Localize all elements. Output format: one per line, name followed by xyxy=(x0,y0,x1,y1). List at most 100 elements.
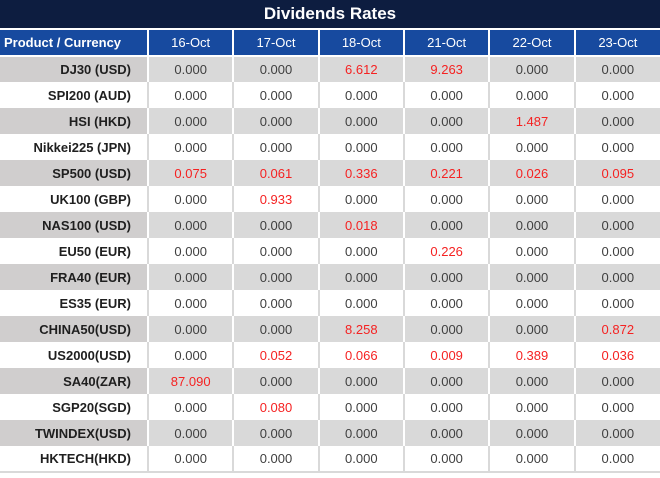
product-cell: EU50 (EUR) xyxy=(0,238,149,264)
page-title: Dividends Rates xyxy=(263,4,397,23)
value-cell: 0.000 xyxy=(489,420,576,446)
value-cell: 8.258 xyxy=(318,316,405,342)
value-cell: 0.026 xyxy=(489,160,576,186)
value-cell: 0.000 xyxy=(403,108,491,134)
table-row: NAS100 (USD) 0.000 0.000 0.018 0.000 0.000 0.0… xyxy=(0,212,660,238)
value-cell: 1.487 xyxy=(489,108,576,134)
value-cell: 0.000 xyxy=(403,368,491,394)
product-cell: SP500 (USD) xyxy=(0,160,149,186)
value-cell: 0.000 xyxy=(233,420,320,446)
product-cell: SGP20(SGD) xyxy=(0,394,149,420)
product-cell: FRA40 (EUR) xyxy=(0,264,149,290)
value-cell: 0.000 xyxy=(318,108,405,134)
value-cell: 0.000 xyxy=(318,446,405,473)
value-cell: 0.036 xyxy=(574,342,660,368)
value-cell: 0.000 xyxy=(148,82,235,108)
value-cell: 0.000 xyxy=(574,290,660,316)
value-cell: 0.000 xyxy=(574,56,660,82)
table-row: ES35 (EUR) 0.000 0.000 0.000 0.000 0.000 0.000 xyxy=(0,290,660,316)
value-cell: 0.000 xyxy=(489,186,576,212)
value-cell: 0.000 xyxy=(148,186,235,212)
date-column-header: 21-Oct xyxy=(403,30,491,57)
value-cell: 0.000 xyxy=(148,108,235,134)
value-cell: 0.061 xyxy=(233,160,320,186)
product-cell: HKTECH(HKD) xyxy=(0,446,149,473)
value-cell: 9.263 xyxy=(403,56,491,82)
value-cell: 0.000 xyxy=(489,56,576,82)
table-row: FRA40 (EUR) 0.000 0.000 0.000 0.000 0.000 0.00… xyxy=(0,264,660,290)
table-row: US2000(USD) 0.000 0.052 0.066 0.009 0.389 0.03… xyxy=(0,342,660,368)
value-cell: 0.000 xyxy=(574,82,660,108)
table-row: DJ30 (USD) 0.000 0.000 6.612 9.263 0.000 0.000 xyxy=(0,56,660,82)
product-cell: Nikkei225 (JPN) xyxy=(0,134,149,160)
product-currency-header: Product / Currency xyxy=(0,30,149,57)
value-cell: 0.226 xyxy=(403,238,491,264)
value-cell: 0.000 xyxy=(318,290,405,316)
product-cell: CHINA50(USD) xyxy=(0,316,149,342)
value-cell: 0.000 xyxy=(574,420,660,446)
value-cell: 0.000 xyxy=(489,134,576,160)
value-cell: 87.090 xyxy=(148,368,235,394)
value-cell: 0.000 xyxy=(403,264,491,290)
value-cell: 0.000 xyxy=(489,212,576,238)
value-cell: 0.000 xyxy=(403,394,491,420)
table-body: DJ30 (USD) 0.000 0.000 6.612 9.263 0.000 0.000… xyxy=(0,56,660,473)
product-cell: DJ30 (USD) xyxy=(0,56,149,82)
value-cell: 0.009 xyxy=(403,342,491,368)
date-column-header: 17-Oct xyxy=(233,30,320,57)
table-row: CHINA50(USD) 0.000 0.000 8.258 0.000 0.000 0.8… xyxy=(0,316,660,342)
product-cell: ES35 (EUR) xyxy=(0,290,149,316)
value-cell: 0.000 xyxy=(318,394,405,420)
value-cell: 0.000 xyxy=(489,316,576,342)
product-cell: UK100 (GBP) xyxy=(0,186,149,212)
value-cell: 0.000 xyxy=(574,238,660,264)
date-column-header: 22-Oct xyxy=(489,30,576,57)
table-row: EU50 (EUR) 0.000 0.000 0.000 0.226 0.000 0.000 xyxy=(0,238,660,264)
product-cell: NAS100 (USD) xyxy=(0,212,149,238)
table-row: UK100 (GBP) 0.000 0.933 0.000 0.000 0.000 0.00… xyxy=(0,186,660,212)
value-cell: 0.000 xyxy=(318,264,405,290)
table-row: SPI200 (AUD) 0.000 0.000 0.000 0.000 0.000 0.0… xyxy=(0,82,660,108)
table-row: HSI (HKD) 0.000 0.000 0.000 0.000 1.487 0.000 xyxy=(0,108,660,134)
value-cell: 0.336 xyxy=(318,160,405,186)
value-cell: 0.000 xyxy=(148,446,235,473)
value-cell: 0.000 xyxy=(233,212,320,238)
table-row: SP500 (USD) 0.075 0.061 0.336 0.221 0.026 0.09… xyxy=(0,160,660,186)
value-cell: 0.000 xyxy=(574,108,660,134)
value-cell: 0.066 xyxy=(318,342,405,368)
value-cell: 0.000 xyxy=(233,290,320,316)
value-cell: 0.000 xyxy=(148,394,235,420)
value-cell: 0.000 xyxy=(148,238,235,264)
value-cell: 0.000 xyxy=(318,420,405,446)
value-cell: 0.000 xyxy=(318,368,405,394)
value-cell: 0.000 xyxy=(233,368,320,394)
table-row: TWINDEX(USD) 0.000 0.000 0.000 0.000 0.000 0.0… xyxy=(0,420,660,446)
value-cell: 0.872 xyxy=(574,316,660,342)
date-column-header: 16-Oct xyxy=(148,30,235,57)
value-cell: 0.000 xyxy=(403,420,491,446)
value-cell: 0.000 xyxy=(318,238,405,264)
value-cell: 0.000 xyxy=(148,290,235,316)
value-cell: 0.000 xyxy=(403,446,491,473)
value-cell: 0.000 xyxy=(233,82,320,108)
date-column-header: 23-Oct xyxy=(574,30,660,57)
value-cell: 0.000 xyxy=(233,56,320,82)
value-cell: 0.000 xyxy=(489,394,576,420)
value-cell: 0.000 xyxy=(574,134,660,160)
value-cell: 0.000 xyxy=(403,134,491,160)
value-cell: 0.000 xyxy=(233,134,320,160)
product-cell: SA40(ZAR) xyxy=(0,368,149,394)
value-cell: 0.000 xyxy=(574,186,660,212)
value-cell: 0.000 xyxy=(403,186,491,212)
value-cell: 0.080 xyxy=(233,394,320,420)
value-cell: 0.000 xyxy=(148,134,235,160)
value-cell: 0.000 xyxy=(148,264,235,290)
value-cell: 0.389 xyxy=(489,342,576,368)
value-cell: 0.000 xyxy=(233,316,320,342)
date-column-header: 18-Oct xyxy=(318,30,405,57)
value-cell: 0.000 xyxy=(403,290,491,316)
value-cell: 0.000 xyxy=(574,446,660,473)
value-cell: 0.933 xyxy=(233,186,320,212)
value-cell: 0.221 xyxy=(403,160,491,186)
